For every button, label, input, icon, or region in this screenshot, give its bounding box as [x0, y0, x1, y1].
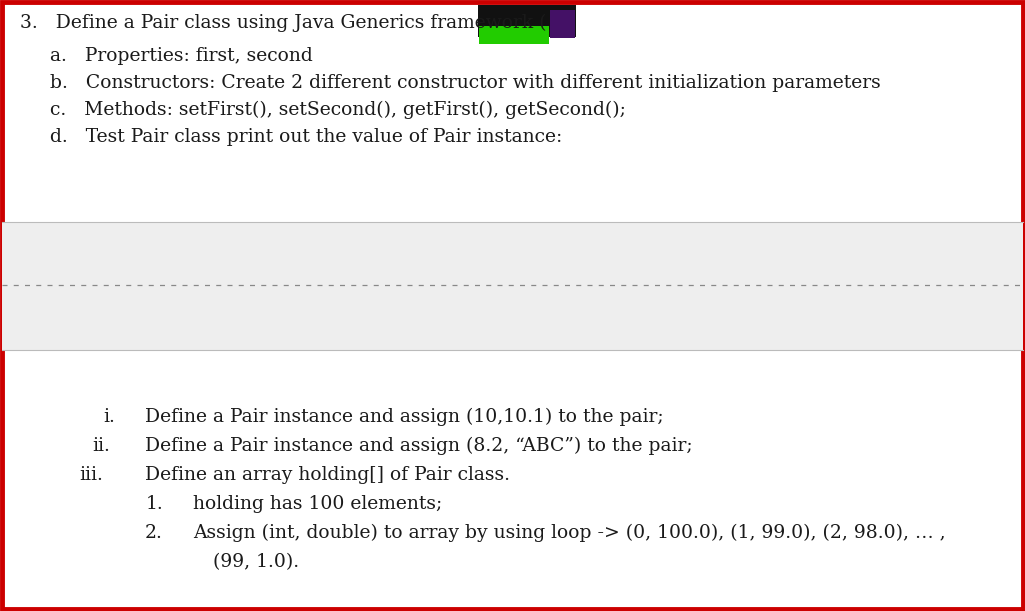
- Text: Define a Pair instance and assign (8.2, “ABC”) to the pair;: Define a Pair instance and assign (8.2, …: [145, 437, 693, 455]
- Text: 2.: 2.: [146, 524, 163, 542]
- Text: 3.   Define a Pair class using Java Generics framework (: 3. Define a Pair class using Java Generi…: [20, 14, 546, 32]
- Text: (99, 1.0).: (99, 1.0).: [213, 553, 299, 571]
- Text: holding has 100 elements;: holding has 100 elements;: [193, 495, 442, 513]
- Text: Define a Pair instance and assign (10,10.1) to the pair;: Define a Pair instance and assign (10,10…: [145, 408, 663, 426]
- Text: c.   Methods: setFirst(), setSecond(), getFirst(), getSecond();: c. Methods: setFirst(), setSecond(), get…: [50, 101, 626, 119]
- Text: ii.: ii.: [92, 437, 110, 455]
- Bar: [550, 10, 575, 38]
- Text: 1.: 1.: [146, 495, 163, 513]
- Text: a.   Properties: first, second: a. Properties: first, second: [50, 47, 313, 65]
- Text: d.   Test Pair class print out the value of Pair instance:: d. Test Pair class print out the value o…: [50, 128, 563, 146]
- Bar: [479, 26, 549, 44]
- Text: i.: i.: [104, 408, 115, 426]
- Bar: [478, 5, 576, 37]
- Text: Define an array holding[] of Pair class.: Define an array holding[] of Pair class.: [145, 466, 510, 484]
- Text: Assign (int, double) to array by using loop -> (0, 100.0), (1, 99.0), (2, 98.0),: Assign (int, double) to array by using l…: [193, 524, 946, 542]
- Text: b.   Constructors: Create 2 different constructor with different initialization : b. Constructors: Create 2 different cons…: [50, 74, 880, 92]
- Text: iii.: iii.: [79, 466, 102, 484]
- Bar: [2, 222, 1023, 350]
